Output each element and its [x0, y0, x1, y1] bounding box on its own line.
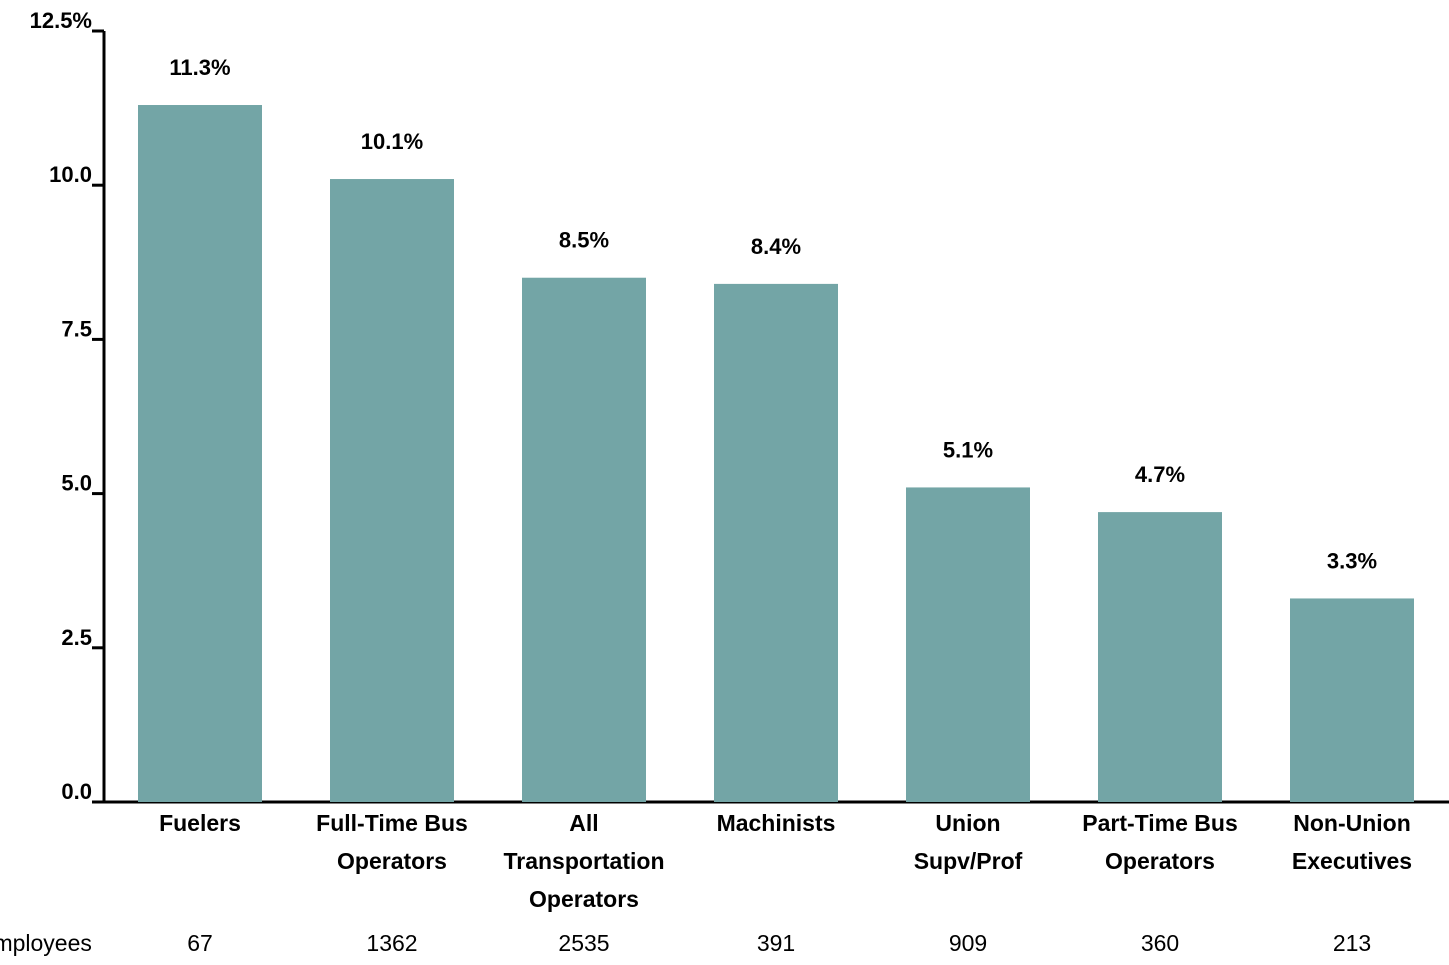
value-label: 8.5% — [559, 228, 609, 253]
bar — [906, 487, 1030, 802]
x-tick-label: Part-Time Bus Operators — [1082, 810, 1238, 874]
y-tick-label: 10.0 — [49, 162, 92, 187]
bar — [714, 283, 838, 802]
bar — [522, 277, 646, 803]
y-tick-label: 7.5 — [61, 316, 92, 341]
x-tick-label: Fuelers — [159, 810, 241, 836]
value-label: 4.7% — [1135, 462, 1185, 487]
x-tick-label: Full-Time Bus Operators — [316, 810, 468, 874]
value-label: 5.1% — [943, 437, 993, 462]
employee-count: 213 — [1332, 930, 1372, 956]
employee-count: 909 — [948, 930, 988, 956]
bar — [330, 179, 454, 803]
employee-count: 391 — [756, 930, 796, 956]
employee-count: 1362 — [366, 930, 418, 956]
y-tick-label: 5.0 — [61, 471, 92, 496]
employees-label: Employees — [0, 930, 92, 956]
value-label: 10.1% — [361, 129, 423, 154]
bar — [138, 105, 262, 803]
employee-count: 2535 — [558, 930, 610, 956]
y-tick-label: 2.5 — [61, 625, 92, 650]
employee-count: 67 — [187, 930, 213, 956]
bar — [1290, 598, 1414, 802]
x-tick-label: Non-Union Executives — [1291, 810, 1413, 874]
bar — [1098, 512, 1222, 802]
value-label: 8.4% — [751, 234, 801, 259]
x-tick-label: All Transportation Operators — [503, 810, 665, 912]
value-label: 3.3% — [1327, 548, 1377, 573]
y-tick-label: 12.5% — [30, 8, 92, 33]
x-tick-label: Union Supv/Prof — [913, 810, 1023, 874]
value-label: 11.3% — [169, 55, 230, 80]
employee-count: 360 — [1140, 930, 1180, 956]
y-tick-label: 0.0 — [61, 779, 92, 804]
x-tick-label: Machinists — [716, 810, 836, 836]
